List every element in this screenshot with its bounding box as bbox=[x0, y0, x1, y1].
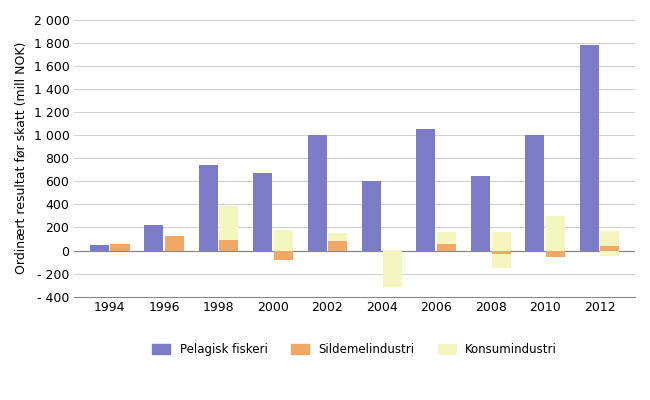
Bar bbox=[111, 244, 129, 250]
Bar bbox=[417, 130, 436, 250]
Bar bbox=[491, 232, 511, 250]
Bar bbox=[199, 165, 218, 250]
Bar bbox=[437, 244, 456, 250]
Bar bbox=[546, 250, 565, 258]
Bar bbox=[144, 225, 163, 250]
Bar bbox=[491, 254, 511, 268]
Bar bbox=[525, 135, 544, 250]
Bar bbox=[274, 250, 293, 260]
Bar bbox=[580, 45, 599, 250]
Bar bbox=[219, 206, 239, 240]
Bar bbox=[165, 236, 184, 250]
Bar bbox=[601, 246, 619, 250]
Bar bbox=[471, 176, 490, 250]
Bar bbox=[601, 250, 619, 256]
Bar bbox=[383, 250, 402, 287]
Bar bbox=[546, 216, 565, 250]
Y-axis label: Ordinært resultat før skatt (mill NOK): Ordinært resultat før skatt (mill NOK) bbox=[15, 42, 28, 274]
Bar bbox=[328, 233, 347, 241]
Bar bbox=[601, 231, 619, 246]
Bar bbox=[274, 230, 293, 250]
Bar bbox=[90, 245, 109, 250]
Bar bbox=[307, 135, 326, 250]
Bar bbox=[491, 250, 511, 254]
Bar bbox=[437, 232, 456, 244]
Bar bbox=[253, 173, 272, 250]
Legend: Pelagisk fiskeri, Sildemelindustri, Konsumindustri: Pelagisk fiskeri, Sildemelindustri, Kons… bbox=[148, 338, 562, 361]
Bar bbox=[362, 181, 381, 250]
Bar bbox=[219, 240, 239, 250]
Bar bbox=[328, 241, 347, 250]
